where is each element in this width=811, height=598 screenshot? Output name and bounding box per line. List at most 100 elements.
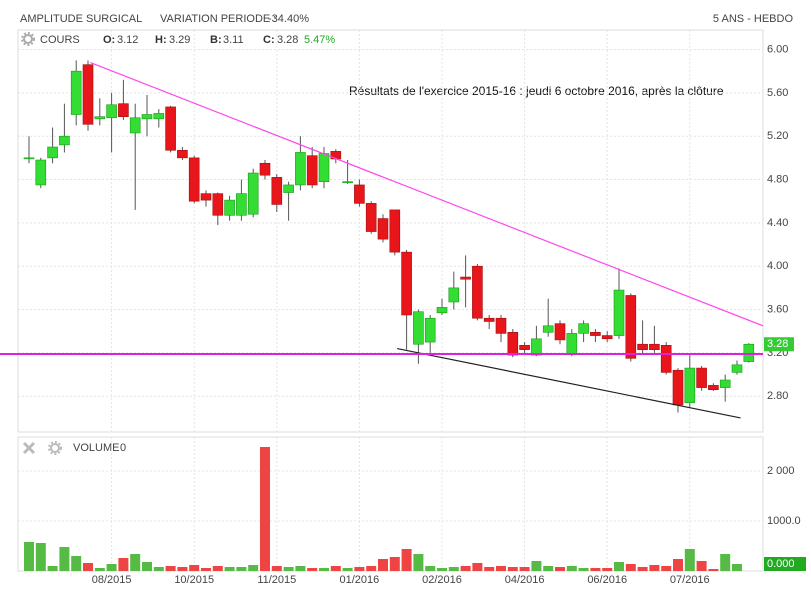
candle-body bbox=[696, 367, 707, 388]
volume-bar bbox=[661, 566, 672, 571]
candle-body bbox=[495, 317, 507, 334]
volume-bar bbox=[118, 558, 129, 571]
settings-icon[interactable] bbox=[21, 32, 35, 46]
candle-body bbox=[672, 369, 684, 406]
candle-body bbox=[554, 323, 566, 341]
candle-body bbox=[212, 193, 224, 216]
volume-bar bbox=[684, 549, 695, 571]
settings-icon[interactable] bbox=[48, 441, 62, 455]
annotation: Résultats de l'exercice 2015-16 : jeudi … bbox=[349, 84, 724, 98]
volume-bar bbox=[732, 564, 742, 571]
y-tick-label: 2 000 bbox=[767, 465, 795, 477]
volume-bar bbox=[319, 568, 329, 571]
volume-bar bbox=[625, 564, 636, 571]
volume-bar bbox=[543, 566, 554, 571]
x-tick-label: 01/2016 bbox=[340, 574, 380, 586]
high-label: H: bbox=[155, 34, 167, 46]
trend-line bbox=[90, 61, 764, 327]
volume-bar bbox=[354, 567, 365, 571]
candle-body bbox=[519, 345, 530, 350]
candle-body bbox=[70, 70, 82, 115]
volume-bar bbox=[83, 563, 93, 571]
candle-body bbox=[200, 193, 212, 201]
last-volume-label: 0.000 bbox=[767, 558, 795, 570]
candle-body bbox=[660, 345, 672, 373]
volume-bar bbox=[71, 556, 82, 571]
low-value: 3.11 bbox=[223, 34, 244, 46]
volume-bar bbox=[260, 447, 270, 571]
volume-bar bbox=[248, 565, 259, 571]
volume-bar bbox=[212, 566, 223, 571]
y-tick-label: 2.80 bbox=[767, 390, 788, 402]
volume-bar bbox=[389, 557, 400, 571]
volume-bar bbox=[201, 568, 211, 571]
volume-bar bbox=[106, 564, 117, 571]
volume-bar bbox=[342, 568, 353, 571]
candle-body bbox=[719, 379, 731, 388]
volume-bar bbox=[637, 567, 648, 571]
candle-body bbox=[743, 343, 755, 362]
volume-bar bbox=[165, 566, 176, 571]
candle-body bbox=[637, 343, 648, 350]
volume-bar bbox=[531, 561, 542, 571]
volume-bar bbox=[236, 567, 247, 571]
variation: -34.40% bbox=[268, 13, 309, 25]
volume-bar bbox=[413, 554, 424, 571]
candle-body bbox=[649, 343, 660, 350]
volume-bar bbox=[330, 566, 341, 571]
x-tick-label: 10/2015 bbox=[174, 574, 214, 586]
candle-body bbox=[613, 289, 625, 336]
close-value: 3.28 bbox=[277, 34, 298, 46]
candle-body bbox=[578, 323, 589, 334]
candle-body bbox=[354, 184, 365, 204]
candle-body bbox=[165, 106, 176, 151]
open-value: 3.12 bbox=[117, 34, 138, 46]
y-tick-label: 5.60 bbox=[767, 87, 788, 99]
candle-body bbox=[424, 317, 436, 343]
volume-bar bbox=[177, 567, 188, 571]
volume-bar bbox=[378, 559, 388, 571]
candle-body bbox=[389, 209, 401, 253]
volume-bar bbox=[555, 567, 565, 571]
candle-body bbox=[377, 218, 389, 240]
change: 5.47% bbox=[304, 34, 335, 46]
x-tick-label: 02/2016 bbox=[422, 574, 462, 586]
volume-current: 0 bbox=[120, 442, 126, 454]
price-panel bbox=[17, 29, 764, 433]
volume-bar bbox=[94, 568, 105, 571]
trend-line bbox=[397, 347, 741, 419]
candle-body bbox=[94, 116, 106, 120]
candle-body bbox=[342, 181, 353, 183]
candle-body bbox=[118, 103, 129, 117]
volume-bar bbox=[224, 567, 235, 571]
candle-body bbox=[531, 338, 542, 356]
volume-bar bbox=[472, 563, 483, 571]
volume-bar bbox=[271, 566, 282, 571]
x-tick-label: 06/2016 bbox=[587, 574, 627, 586]
candle-body bbox=[23, 157, 35, 160]
volume-bar bbox=[507, 567, 518, 571]
volume-bar bbox=[307, 568, 318, 571]
volume-bar bbox=[602, 568, 613, 571]
candle-body bbox=[436, 307, 448, 314]
candle-body bbox=[472, 265, 483, 319]
candle-body bbox=[448, 287, 460, 303]
close-icon[interactable] bbox=[22, 441, 36, 455]
candle-body bbox=[401, 251, 412, 316]
volume-label: VOLUME bbox=[73, 442, 119, 454]
candle-body bbox=[259, 162, 271, 176]
candle-body bbox=[318, 153, 330, 182]
open-label: O: bbox=[103, 34, 115, 46]
candle-body bbox=[59, 135, 70, 146]
candle-body bbox=[47, 146, 58, 159]
volume-bar bbox=[614, 562, 624, 571]
candle-body bbox=[224, 199, 235, 216]
x-tick-label: 08/2015 bbox=[92, 574, 132, 586]
candle-body bbox=[542, 325, 554, 333]
y-tick-label: 4.80 bbox=[767, 173, 788, 185]
candle-body bbox=[460, 276, 471, 280]
candle-body bbox=[507, 332, 519, 356]
candle-body bbox=[283, 184, 294, 193]
